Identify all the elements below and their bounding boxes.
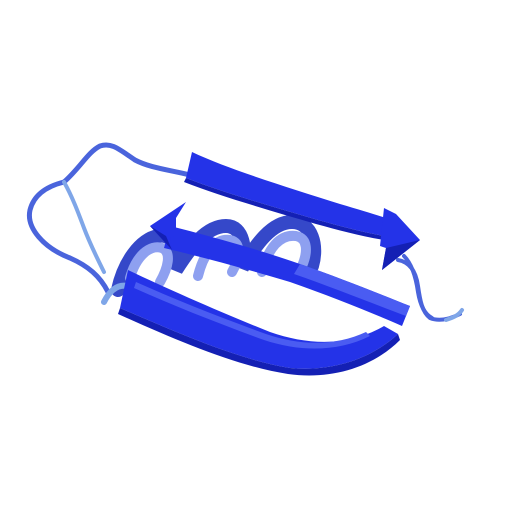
strand-bottom-edge (118, 308, 400, 376)
coil-front-right (402, 254, 434, 320)
coil-front (402, 254, 434, 320)
beta-strand-top (184, 152, 420, 270)
beta-strand-bottom (118, 270, 400, 376)
strand-top-arrowhead-shade (382, 240, 420, 270)
beta-strand-middle (150, 202, 410, 326)
coil-right-tip (444, 308, 464, 322)
strand-bottom-highlight (134, 282, 370, 349)
strand-middle-arrowhead-shade (150, 226, 172, 250)
coil-left-inner (62, 180, 106, 274)
coil-top-loop (61, 142, 193, 185)
strand-middle-shade (294, 264, 410, 316)
strand-top-edge (184, 178, 384, 240)
helix-back-turns (111, 214, 322, 297)
strand-middle-body (164, 226, 410, 326)
strand-top-body (186, 152, 386, 236)
strand-middle-arrowhead (150, 202, 186, 250)
coil-left-outer (26, 179, 111, 295)
